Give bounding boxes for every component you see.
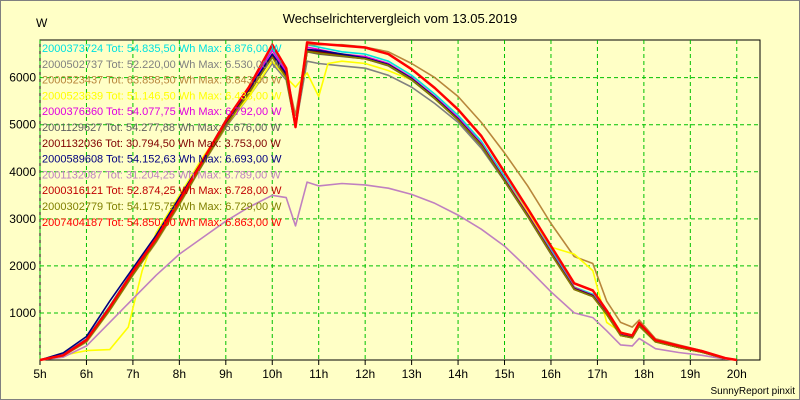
series-line-8 xyxy=(39,181,737,361)
legend-entry: 2001132087 Tot: 31.204,25 Wh Max: 3.789,… xyxy=(42,169,281,181)
x-tick-label: 11h xyxy=(309,367,328,381)
plot-area xyxy=(39,39,761,361)
legend-entry: 2000502737 Tot: 52.220,00 Wh Max: 6.530,… xyxy=(42,59,282,71)
legend-entry: 2000302779 Tot: 54.175,75 Wh Max: 6.729,… xyxy=(42,201,282,213)
y-tick-label: 6000 xyxy=(9,71,36,85)
legend-entry: 2000316121 Tot: 52.874,25 Wh Max: 6.728,… xyxy=(42,185,282,197)
x-tick-label: 20h xyxy=(727,367,747,381)
series-lines xyxy=(39,41,738,362)
y-tick-label: 1000 xyxy=(9,306,36,320)
y-tick-label: 4000 xyxy=(9,165,36,179)
legend-entry: 2000523437 Tot: 63.858,50 Wh Max: 6.843,… xyxy=(42,75,282,87)
y-tick-label: 2000 xyxy=(9,259,36,273)
x-tick-label: 6h xyxy=(80,367,93,381)
footer-credit: SunnyReport pinxit xyxy=(711,386,796,397)
y-unit-label: W xyxy=(36,16,48,30)
y-tick-label: 3000 xyxy=(9,212,36,226)
x-tick-label: 17h xyxy=(587,367,607,381)
x-axis: 5h 6h 7h 8h 9h 10h 11h 12h 13h 14h 15h 16h 17h 18h 19h… xyxy=(33,360,747,381)
x-tick-label: 19h xyxy=(680,367,700,381)
chart-title: Wechselrichtervergleich vom 13.05.2019 xyxy=(283,11,518,26)
legend: 2000373724 Tot: 54.835,50 Wh Max: 6.876,… xyxy=(42,43,282,229)
x-tick-label: 7h xyxy=(126,367,139,381)
legend-entry: 2000376360 Tot: 54.077,75 Wh Max: 6.792,… xyxy=(42,106,282,118)
x-tick-label: 12h xyxy=(355,367,375,381)
legend-entry: 2000523639 Tot: 51.146,50 Wh Max: 6.433,… xyxy=(42,90,282,102)
series-line-11 xyxy=(39,41,738,362)
legend-entry: 2000373724 Tot: 54.835,50 Wh Max: 6.876,… xyxy=(42,43,282,55)
x-tick-label: 14h xyxy=(448,367,468,381)
x-tick-label: 5h xyxy=(33,367,46,381)
legend-entry: 2001129627 Tot: 54.277,88 Wh Max: 6.676,… xyxy=(42,122,281,134)
legend-entry: 2001132036 Tot: 30.794,50 Wh Max: 3.753,… xyxy=(42,138,281,150)
x-tick-label: 8h xyxy=(173,367,186,381)
x-tick-label: 9h xyxy=(219,367,232,381)
x-tick-label: 18h xyxy=(634,367,654,381)
legend-entry: 2007404187 Tot: 54.850,00 Wh Max: 6.863,… xyxy=(42,217,282,229)
y-tick-label: 5000 xyxy=(9,118,36,132)
x-tick-label: 13h xyxy=(402,367,422,381)
legend-entry: 2000589608 Tot: 54.152,63 Wh Max: 6.693,… xyxy=(42,154,282,166)
x-tick-label: 15h xyxy=(495,367,515,381)
x-tick-label: 10h xyxy=(262,367,282,381)
grid xyxy=(39,40,760,360)
x-tick-label: 16h xyxy=(541,367,561,381)
y-axis: 1000 2000 3000 4000 5000 6000 xyxy=(9,71,36,320)
